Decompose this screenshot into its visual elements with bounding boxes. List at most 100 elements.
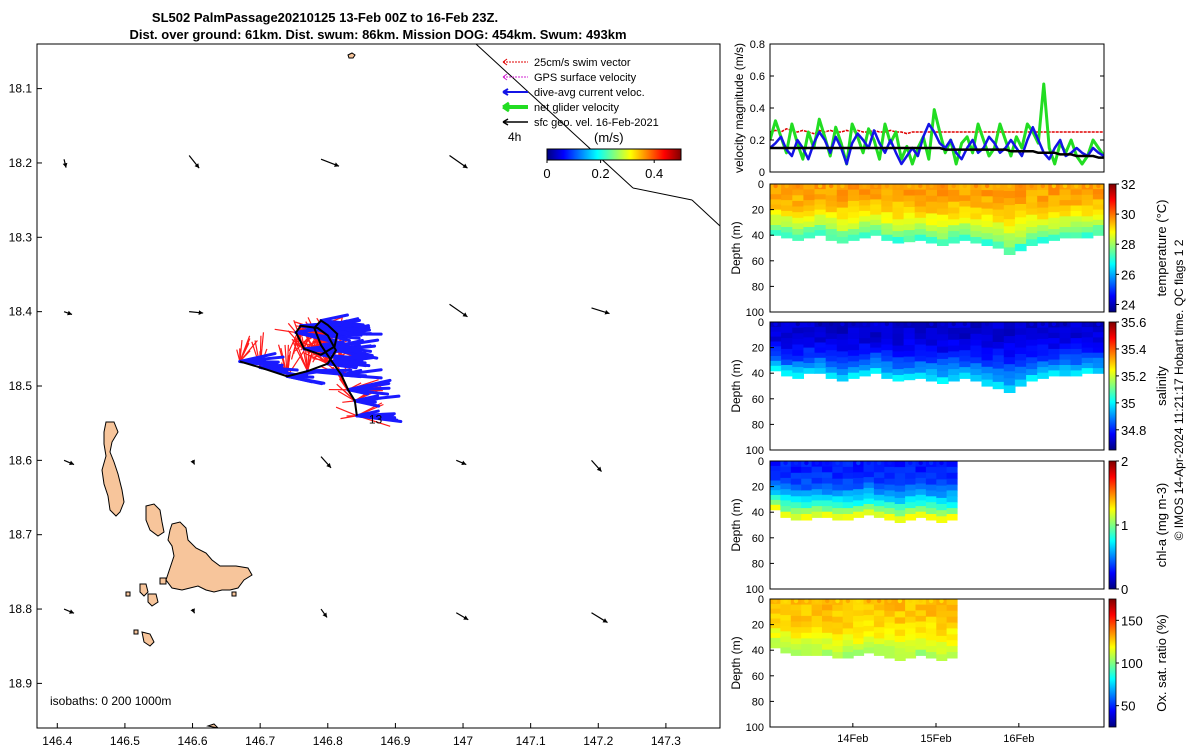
section-cell xyxy=(1014,341,1027,349)
map-x-tick-label: 146.8 xyxy=(313,734,343,748)
section-cell xyxy=(914,195,927,202)
section-cell xyxy=(1092,368,1104,374)
section-surface-dot xyxy=(1051,184,1057,189)
section-cell xyxy=(881,212,893,219)
section-cell xyxy=(781,348,793,355)
section-cell xyxy=(1070,200,1083,207)
section-surface-dot xyxy=(1074,184,1079,189)
section-cell xyxy=(914,367,927,374)
section-cell xyxy=(770,209,782,216)
section-ylabel: Depth (m) xyxy=(729,498,743,551)
section-cell xyxy=(770,365,782,372)
section-cell xyxy=(903,235,916,243)
section-cell xyxy=(1081,210,1094,217)
section-cell xyxy=(770,356,782,362)
current-arrow-head xyxy=(67,310,73,316)
section-cell xyxy=(959,206,971,213)
section-surface-dot xyxy=(817,184,823,189)
velocity-line-sfc-geo xyxy=(770,146,1104,159)
section-surface-dot xyxy=(884,322,890,327)
section-surface-dot xyxy=(1007,322,1012,327)
section-cell xyxy=(884,496,896,503)
section-cell xyxy=(892,327,905,335)
section-cell xyxy=(946,628,958,635)
section-cell xyxy=(836,327,849,335)
section-cell xyxy=(894,479,906,487)
section-cell xyxy=(1059,189,1072,196)
section-surface-dot xyxy=(907,184,912,189)
legend-arrow-sfc xyxy=(502,118,509,126)
section-cell xyxy=(905,646,917,653)
section-cell xyxy=(790,484,802,492)
section-cell xyxy=(770,336,782,343)
map-x-tick-label: 147.3 xyxy=(651,734,681,748)
section-cell xyxy=(1081,332,1094,338)
section-cell xyxy=(1037,361,1049,368)
section-cell xyxy=(859,359,871,366)
section-cell xyxy=(1059,354,1072,361)
section-cell xyxy=(814,194,827,200)
section-cell xyxy=(937,190,949,197)
section-cell xyxy=(803,227,816,233)
section-surface-dot xyxy=(1018,184,1023,189)
section-surface-dot xyxy=(996,322,1001,327)
section-cell xyxy=(894,629,906,637)
section-cell xyxy=(792,338,804,346)
section-cell xyxy=(981,328,994,336)
section-cell xyxy=(992,342,1005,350)
section-cell xyxy=(1070,359,1083,366)
section-cell xyxy=(870,357,882,364)
island-bottom xyxy=(206,723,219,728)
section-surface-dot xyxy=(806,184,812,189)
section-cell xyxy=(814,327,827,333)
section-cell xyxy=(781,221,793,228)
section-surface-dot xyxy=(951,184,956,189)
section-cell xyxy=(1070,348,1083,355)
section-cell xyxy=(970,219,983,226)
section-cell xyxy=(936,654,948,661)
section-colorbar xyxy=(1108,183,1117,313)
section-cell xyxy=(825,217,838,224)
section-cell xyxy=(870,204,882,211)
section-cell xyxy=(870,327,882,333)
section-cell xyxy=(770,465,781,472)
section-cell xyxy=(925,496,937,503)
section-cell xyxy=(937,214,949,222)
section-cell xyxy=(884,610,896,618)
section-cell xyxy=(770,490,781,496)
section-cell xyxy=(873,506,885,513)
section-cell xyxy=(853,489,865,496)
section-cell xyxy=(1026,327,1038,335)
section-cell xyxy=(832,508,844,515)
section-cell xyxy=(792,206,804,213)
section-cell xyxy=(832,514,844,521)
section-cell xyxy=(781,216,793,223)
map-y-tick-label: 18.7 xyxy=(9,528,33,542)
section-cell xyxy=(870,230,882,236)
section-cell xyxy=(1092,357,1104,364)
section-cell xyxy=(832,478,844,486)
section-surface-dot xyxy=(773,461,778,466)
current-vector xyxy=(285,374,324,386)
section-colorbar-tick-label: 28 xyxy=(1121,237,1135,252)
map-y-tick-label: 18.4 xyxy=(9,305,33,319)
section-cell xyxy=(836,225,849,232)
section-cell xyxy=(905,628,917,635)
section-cell xyxy=(873,621,885,628)
section-colorbar-tick-label: 24 xyxy=(1121,297,1135,312)
section-cell xyxy=(792,223,804,230)
section-cell xyxy=(836,189,849,197)
section-cell xyxy=(937,328,949,335)
section-cell xyxy=(822,506,833,513)
section-cell xyxy=(780,615,792,622)
section-cell xyxy=(847,200,860,208)
section-cell xyxy=(842,478,854,486)
section-cell xyxy=(780,620,792,627)
section-cell xyxy=(1070,210,1083,217)
section-cell xyxy=(1059,365,1072,371)
map-x-tick-label: 147 xyxy=(453,734,473,748)
section-cell xyxy=(915,615,927,623)
section-cell xyxy=(1014,190,1027,198)
section-cell xyxy=(1092,347,1104,354)
section-cell xyxy=(822,511,833,518)
